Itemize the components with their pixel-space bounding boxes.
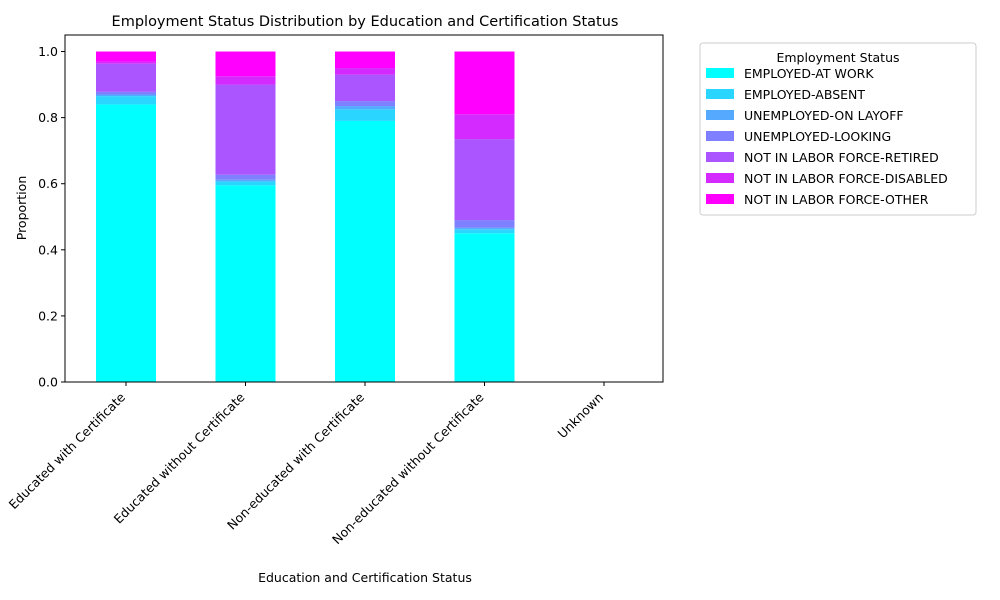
legend-swatch	[706, 194, 734, 204]
bar-segment	[215, 76, 276, 85]
bar-segment	[335, 101, 395, 107]
bar-segment	[454, 139, 515, 221]
x-tick-label: Unknown	[554, 390, 606, 442]
chart-title: Employment Status Distribution by Educat…	[112, 14, 619, 30]
legend-swatch	[706, 131, 734, 141]
y-tick-label: 1.0	[38, 44, 58, 59]
y-tick-label: 0.8	[38, 110, 58, 125]
bar-segment	[215, 174, 276, 180]
bar-segment	[215, 185, 276, 382]
legend-label: EMPLOYED-ABSENT	[744, 87, 865, 102]
legend-items: EMPLOYED-AT WORK EMPLOYED-ABSENT UNEMPLOYE…	[706, 66, 948, 207]
bar-segment	[215, 84, 276, 175]
bar-segment	[96, 91, 156, 95]
legend-label: UNEMPLOYED-LOOKING	[744, 129, 891, 144]
bar-segment	[215, 51, 276, 77]
bars-layer	[96, 51, 515, 383]
bar-segment	[96, 96, 156, 105]
y-tick-label: 0.6	[38, 176, 58, 191]
legend-title: Employment Status	[776, 50, 899, 65]
bar-segment	[454, 220, 515, 228]
y-tick-label: 0.2	[38, 308, 58, 323]
bar-segment	[454, 51, 515, 115]
legend-label: NOT IN LABOR FORCE-OTHER	[744, 192, 929, 207]
legend-swatch	[706, 152, 734, 162]
bar-segment	[215, 179, 276, 182]
bar-segment	[96, 61, 156, 64]
y-axis-label: Proportion	[14, 176, 29, 241]
bar-segment	[454, 233, 515, 382]
bar-segment	[454, 229, 515, 234]
y-axis: 0.0 0.2 0.4 0.6 0.8 1.0	[38, 44, 65, 390]
x-tick-label: Educated without Certificate	[111, 389, 248, 526]
bar-segment	[335, 106, 395, 110]
plot-frame	[64, 34, 664, 383]
legend-swatch	[706, 110, 734, 120]
legend-swatch	[706, 89, 734, 99]
bar-segment	[335, 68, 395, 75]
x-tick-label: Educated with Certificate	[6, 389, 129, 512]
bar-segment	[335, 74, 395, 102]
legend-swatch	[706, 68, 734, 78]
bar-segment	[335, 120, 395, 382]
bar-segment	[96, 63, 156, 92]
bar-segment	[96, 104, 156, 383]
x-axis-label: Education and Certification Status	[258, 570, 472, 585]
bar-segment	[96, 94, 156, 97]
legend-box	[699, 42, 977, 216]
legend-label: NOT IN LABOR FORCE-RETIRED	[744, 150, 939, 165]
legend-swatch	[706, 173, 734, 183]
bar-segment	[454, 227, 515, 230]
y-tick-label: 0.0	[38, 375, 58, 390]
legend-label: UNEMPLOYED-ON LAYOFF	[744, 108, 904, 123]
y-tick-label: 0.4	[38, 242, 58, 257]
bar-segment	[215, 181, 276, 186]
x-tick-label: Non-educated with Certificate	[224, 389, 367, 532]
bar-segment	[454, 114, 515, 140]
bar-segment	[335, 51, 395, 69]
bar-segment	[335, 109, 395, 121]
legend-label: EMPLOYED-AT WORK	[744, 66, 874, 81]
legend-label: NOT IN LABOR FORCE-DISABLED	[744, 171, 948, 186]
legend: Employment Status EMPLOYED-AT WORKEMPLOY…	[699, 42, 977, 216]
bar-segment	[96, 51, 156, 62]
